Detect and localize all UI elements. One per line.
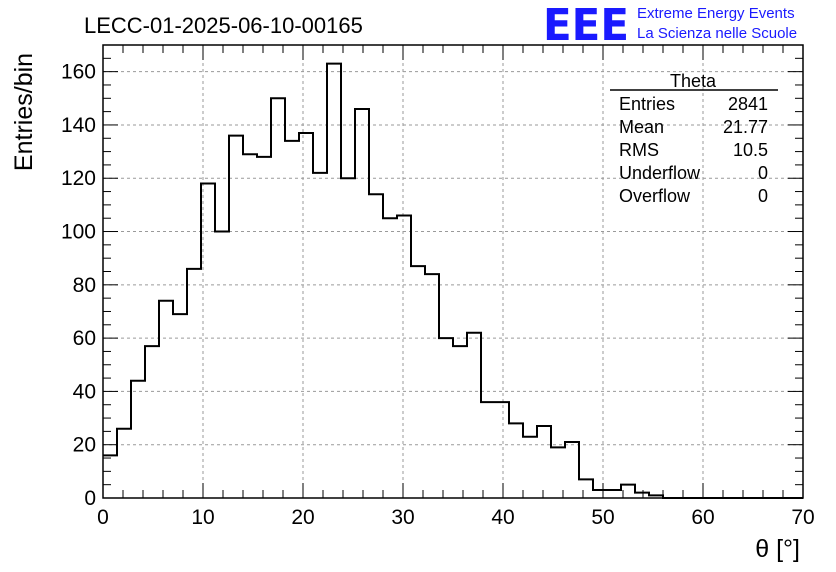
y-tick-label: 0 bbox=[84, 487, 96, 510]
x-tick-label: 30 bbox=[391, 506, 414, 529]
stats-label-mean: Mean bbox=[619, 117, 664, 137]
y-tick-label: 20 bbox=[73, 434, 96, 457]
x-tick-label: 0 bbox=[97, 506, 109, 529]
x-tick-label: 60 bbox=[691, 506, 714, 529]
stats-box: Theta Entries 2841 Mean 21.77 RMS 10.5 U… bbox=[610, 71, 778, 206]
stats-label-overflow: Overflow bbox=[619, 186, 691, 206]
stats-label-rms: RMS bbox=[619, 140, 659, 160]
x-tick-label: 20 bbox=[291, 506, 314, 529]
stats-value-rms: 10.5 bbox=[733, 140, 768, 160]
stats-label-underflow: Underflow bbox=[619, 163, 701, 183]
x-tick-label: 70 bbox=[791, 506, 814, 529]
stats-box-title: Theta bbox=[670, 71, 717, 91]
y-tick-label: 160 bbox=[61, 61, 96, 84]
logo-subtitle-line1: Extreme Energy Events bbox=[637, 5, 795, 22]
y-tick-label: 140 bbox=[61, 114, 96, 137]
stats-value-entries: 2841 bbox=[728, 94, 768, 114]
stats-value-overflow: 0 bbox=[758, 186, 768, 206]
y-tick-label: 40 bbox=[73, 380, 96, 403]
histogram-outline bbox=[103, 62, 803, 499]
stats-label-entries: Entries bbox=[619, 94, 675, 114]
chart-title: LECC-01-2025-06-10-00165 bbox=[84, 13, 363, 38]
stats-value-mean: 21.77 bbox=[723, 117, 768, 137]
y-tick-label: 100 bbox=[61, 221, 96, 244]
y-tick-labels: 0 20 40 60 80 100 120 140 160 bbox=[61, 61, 96, 510]
y-tick-label: 80 bbox=[73, 274, 96, 297]
axis-ticks bbox=[102, 44, 804, 499]
y-tick-label: 60 bbox=[73, 327, 96, 350]
x-tick-labels: 0 10 20 30 40 50 60 70 bbox=[97, 506, 815, 529]
y-axis-label: Entries/bin bbox=[10, 53, 38, 171]
logo-subtitle-line2: La Scienza nelle Scuole bbox=[637, 25, 797, 42]
eee-logo: EEE bbox=[543, 0, 629, 51]
grid-lines bbox=[103, 45, 803, 498]
x-tick-label: 10 bbox=[191, 506, 214, 529]
x-tick-label: 50 bbox=[591, 506, 614, 529]
x-tick-label: 40 bbox=[491, 506, 514, 529]
stats-value-underflow: 0 bbox=[758, 163, 768, 183]
x-axis-label: θ [°] bbox=[755, 535, 800, 563]
y-tick-label: 120 bbox=[61, 167, 96, 190]
plot-frame bbox=[102, 44, 804, 499]
